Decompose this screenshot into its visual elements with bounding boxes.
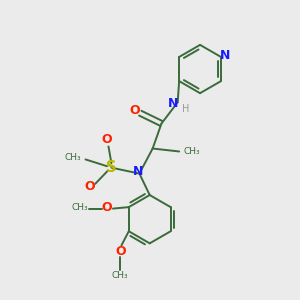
Text: CH₃: CH₃ xyxy=(183,147,200,156)
Text: CH₃: CH₃ xyxy=(65,153,82,162)
Text: O: O xyxy=(102,134,112,146)
Text: N: N xyxy=(220,49,231,62)
Text: H: H xyxy=(182,104,190,114)
Text: O: O xyxy=(115,245,126,258)
Text: N: N xyxy=(168,97,178,110)
Text: CH₃: CH₃ xyxy=(71,203,88,212)
Text: CH₃: CH₃ xyxy=(112,271,128,280)
Text: O: O xyxy=(102,201,112,214)
Text: O: O xyxy=(85,180,95,193)
Text: N: N xyxy=(133,165,143,178)
Text: S: S xyxy=(106,160,117,175)
Text: O: O xyxy=(130,104,140,117)
